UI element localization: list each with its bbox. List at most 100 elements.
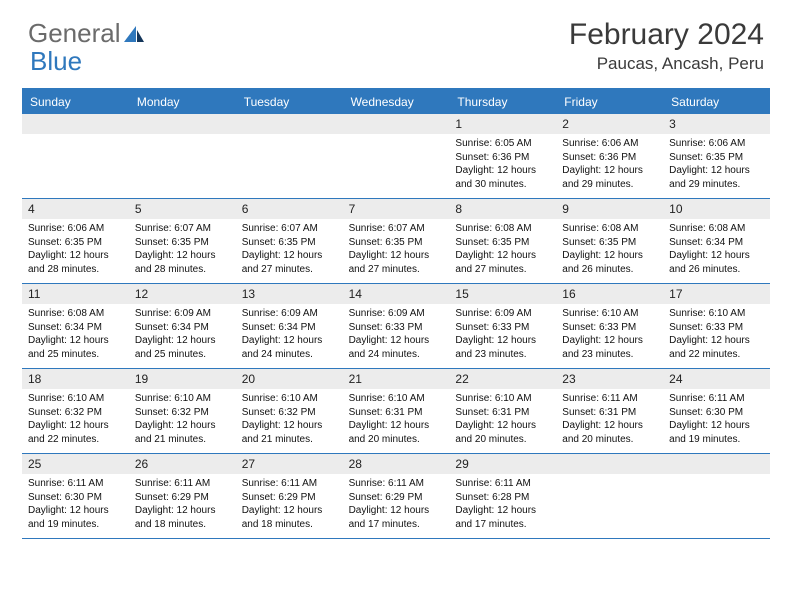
- day-info: Sunrise: 6:10 AMSunset: 6:31 PMDaylight:…: [343, 389, 450, 449]
- date-number: 14: [343, 284, 450, 304]
- daylight-line1: Daylight: 12 hours: [455, 249, 550, 263]
- date-number: 23: [556, 369, 663, 389]
- sunset-text: Sunset: 6:36 PM: [562, 151, 657, 165]
- daylight-line2: and 21 minutes.: [242, 433, 337, 447]
- day-cell: [663, 454, 770, 538]
- day-cell: 6Sunrise: 6:07 AMSunset: 6:35 PMDaylight…: [236, 199, 343, 283]
- daylight-line1: Daylight: 12 hours: [455, 504, 550, 518]
- sunrise-text: Sunrise: 6:11 AM: [135, 477, 230, 491]
- logo-text-general: General: [28, 18, 121, 49]
- sunrise-text: Sunrise: 6:09 AM: [135, 307, 230, 321]
- day-cell: 11Sunrise: 6:08 AMSunset: 6:34 PMDayligh…: [22, 284, 129, 368]
- daylight-line1: Daylight: 12 hours: [669, 249, 764, 263]
- sunrise-text: Sunrise: 6:11 AM: [242, 477, 337, 491]
- day-info: Sunrise: 6:10 AMSunset: 6:32 PMDaylight:…: [129, 389, 236, 449]
- date-number: 11: [22, 284, 129, 304]
- sunset-text: Sunset: 6:30 PM: [28, 491, 123, 505]
- daylight-line1: Daylight: 12 hours: [242, 504, 337, 518]
- logo-text-blue: Blue: [30, 46, 82, 77]
- day-cell: 12Sunrise: 6:09 AMSunset: 6:34 PMDayligh…: [129, 284, 236, 368]
- sunrise-text: Sunrise: 6:11 AM: [349, 477, 444, 491]
- date-number: 2: [556, 114, 663, 134]
- sunrise-text: Sunrise: 6:09 AM: [455, 307, 550, 321]
- day-info: Sunrise: 6:08 AMSunset: 6:35 PMDaylight:…: [449, 219, 556, 279]
- day-info: Sunrise: 6:11 AMSunset: 6:31 PMDaylight:…: [556, 389, 663, 449]
- day-info: Sunrise: 6:07 AMSunset: 6:35 PMDaylight:…: [236, 219, 343, 279]
- header: General February 2024 Paucas, Ancash, Pe…: [0, 0, 792, 82]
- date-number: 5: [129, 199, 236, 219]
- daylight-line2: and 18 minutes.: [242, 518, 337, 532]
- date-number: 9: [556, 199, 663, 219]
- day-cell: 19Sunrise: 6:10 AMSunset: 6:32 PMDayligh…: [129, 369, 236, 453]
- date-number: 21: [343, 369, 450, 389]
- day-cell: 23Sunrise: 6:11 AMSunset: 6:31 PMDayligh…: [556, 369, 663, 453]
- daylight-line2: and 21 minutes.: [135, 433, 230, 447]
- day-cell: 1Sunrise: 6:05 AMSunset: 6:36 PMDaylight…: [449, 114, 556, 198]
- sunset-text: Sunset: 6:35 PM: [669, 151, 764, 165]
- daylight-line2: and 26 minutes.: [562, 263, 657, 277]
- daylight-line2: and 24 minutes.: [349, 348, 444, 362]
- day-cell: 17Sunrise: 6:10 AMSunset: 6:33 PMDayligh…: [663, 284, 770, 368]
- daylight-line2: and 26 minutes.: [669, 263, 764, 277]
- date-number: 24: [663, 369, 770, 389]
- date-number: 4: [22, 199, 129, 219]
- sunset-text: Sunset: 6:30 PM: [669, 406, 764, 420]
- day-info: Sunrise: 6:07 AMSunset: 6:35 PMDaylight:…: [343, 219, 450, 279]
- sunrise-text: Sunrise: 6:07 AM: [135, 222, 230, 236]
- daylight-line1: Daylight: 12 hours: [28, 334, 123, 348]
- day-cell: 9Sunrise: 6:08 AMSunset: 6:35 PMDaylight…: [556, 199, 663, 283]
- sunrise-text: Sunrise: 6:10 AM: [28, 392, 123, 406]
- day-info: Sunrise: 6:06 AMSunset: 6:35 PMDaylight:…: [663, 134, 770, 194]
- sunset-text: Sunset: 6:33 PM: [349, 321, 444, 335]
- day-cell: 20Sunrise: 6:10 AMSunset: 6:32 PMDayligh…: [236, 369, 343, 453]
- daylight-line2: and 25 minutes.: [28, 348, 123, 362]
- daylight-line2: and 29 minutes.: [562, 178, 657, 192]
- daylight-line1: Daylight: 12 hours: [349, 504, 444, 518]
- date-number: 26: [129, 454, 236, 474]
- daylight-line2: and 22 minutes.: [669, 348, 764, 362]
- daylight-line1: Daylight: 12 hours: [28, 249, 123, 263]
- sunset-text: Sunset: 6:35 PM: [28, 236, 123, 250]
- daylight-line1: Daylight: 12 hours: [28, 504, 123, 518]
- sunset-text: Sunset: 6:36 PM: [455, 151, 550, 165]
- daylight-line1: Daylight: 12 hours: [455, 334, 550, 348]
- sunrise-text: Sunrise: 6:07 AM: [242, 222, 337, 236]
- day-cell: 2Sunrise: 6:06 AMSunset: 6:36 PMDaylight…: [556, 114, 663, 198]
- daylight-line1: Daylight: 12 hours: [669, 334, 764, 348]
- day-cell: 18Sunrise: 6:10 AMSunset: 6:32 PMDayligh…: [22, 369, 129, 453]
- day-cell: 25Sunrise: 6:11 AMSunset: 6:30 PMDayligh…: [22, 454, 129, 538]
- day-info: Sunrise: 6:08 AMSunset: 6:35 PMDaylight:…: [556, 219, 663, 279]
- day-info: Sunrise: 6:10 AMSunset: 6:33 PMDaylight:…: [663, 304, 770, 364]
- week-row: 11Sunrise: 6:08 AMSunset: 6:34 PMDayligh…: [22, 284, 770, 369]
- day-cell: [343, 114, 450, 198]
- day-cell: [556, 454, 663, 538]
- title-block: February 2024 Paucas, Ancash, Peru: [569, 18, 764, 74]
- sunrise-text: Sunrise: 6:08 AM: [562, 222, 657, 236]
- day-cell: 14Sunrise: 6:09 AMSunset: 6:33 PMDayligh…: [343, 284, 450, 368]
- daylight-line1: Daylight: 12 hours: [28, 419, 123, 433]
- sunset-text: Sunset: 6:35 PM: [242, 236, 337, 250]
- daylight-line2: and 20 minutes.: [349, 433, 444, 447]
- day-cell: 7Sunrise: 6:07 AMSunset: 6:35 PMDaylight…: [343, 199, 450, 283]
- sunset-text: Sunset: 6:31 PM: [455, 406, 550, 420]
- sunrise-text: Sunrise: 6:06 AM: [28, 222, 123, 236]
- day-cell: 4 Sunrise: 6:06 AMSunset: 6:35 PMDaylight…: [22, 199, 129, 283]
- date-number: 10: [663, 199, 770, 219]
- day-info: Sunrise: 6:11 AMSunset: 6:30 PMDaylight:…: [22, 474, 129, 534]
- day-cell: 15Sunrise: 6:09 AMSunset: 6:33 PMDayligh…: [449, 284, 556, 368]
- logo-sail-icon: [123, 24, 145, 44]
- day-cell: [236, 114, 343, 198]
- week-row: 18Sunrise: 6:10 AMSunset: 6:32 PMDayligh…: [22, 369, 770, 454]
- month-title: February 2024: [569, 18, 764, 52]
- sunset-text: Sunset: 6:33 PM: [669, 321, 764, 335]
- daylight-line2: and 28 minutes.: [28, 263, 123, 277]
- day-cell: 26Sunrise: 6:11 AMSunset: 6:29 PMDayligh…: [129, 454, 236, 538]
- day-header-thursday: Thursday: [449, 90, 556, 114]
- daylight-line1: Daylight: 12 hours: [562, 249, 657, 263]
- date-number: 15: [449, 284, 556, 304]
- day-info: Sunrise: 6:10 AMSunset: 6:32 PMDaylight:…: [22, 389, 129, 449]
- day-header-friday: Friday: [556, 90, 663, 114]
- sunrise-text: Sunrise: 6:06 AM: [562, 137, 657, 151]
- day-info: Sunrise: 6:08 AMSunset: 6:34 PMDaylight:…: [663, 219, 770, 279]
- day-info: Sunrise: 6:10 AMSunset: 6:31 PMDaylight:…: [449, 389, 556, 449]
